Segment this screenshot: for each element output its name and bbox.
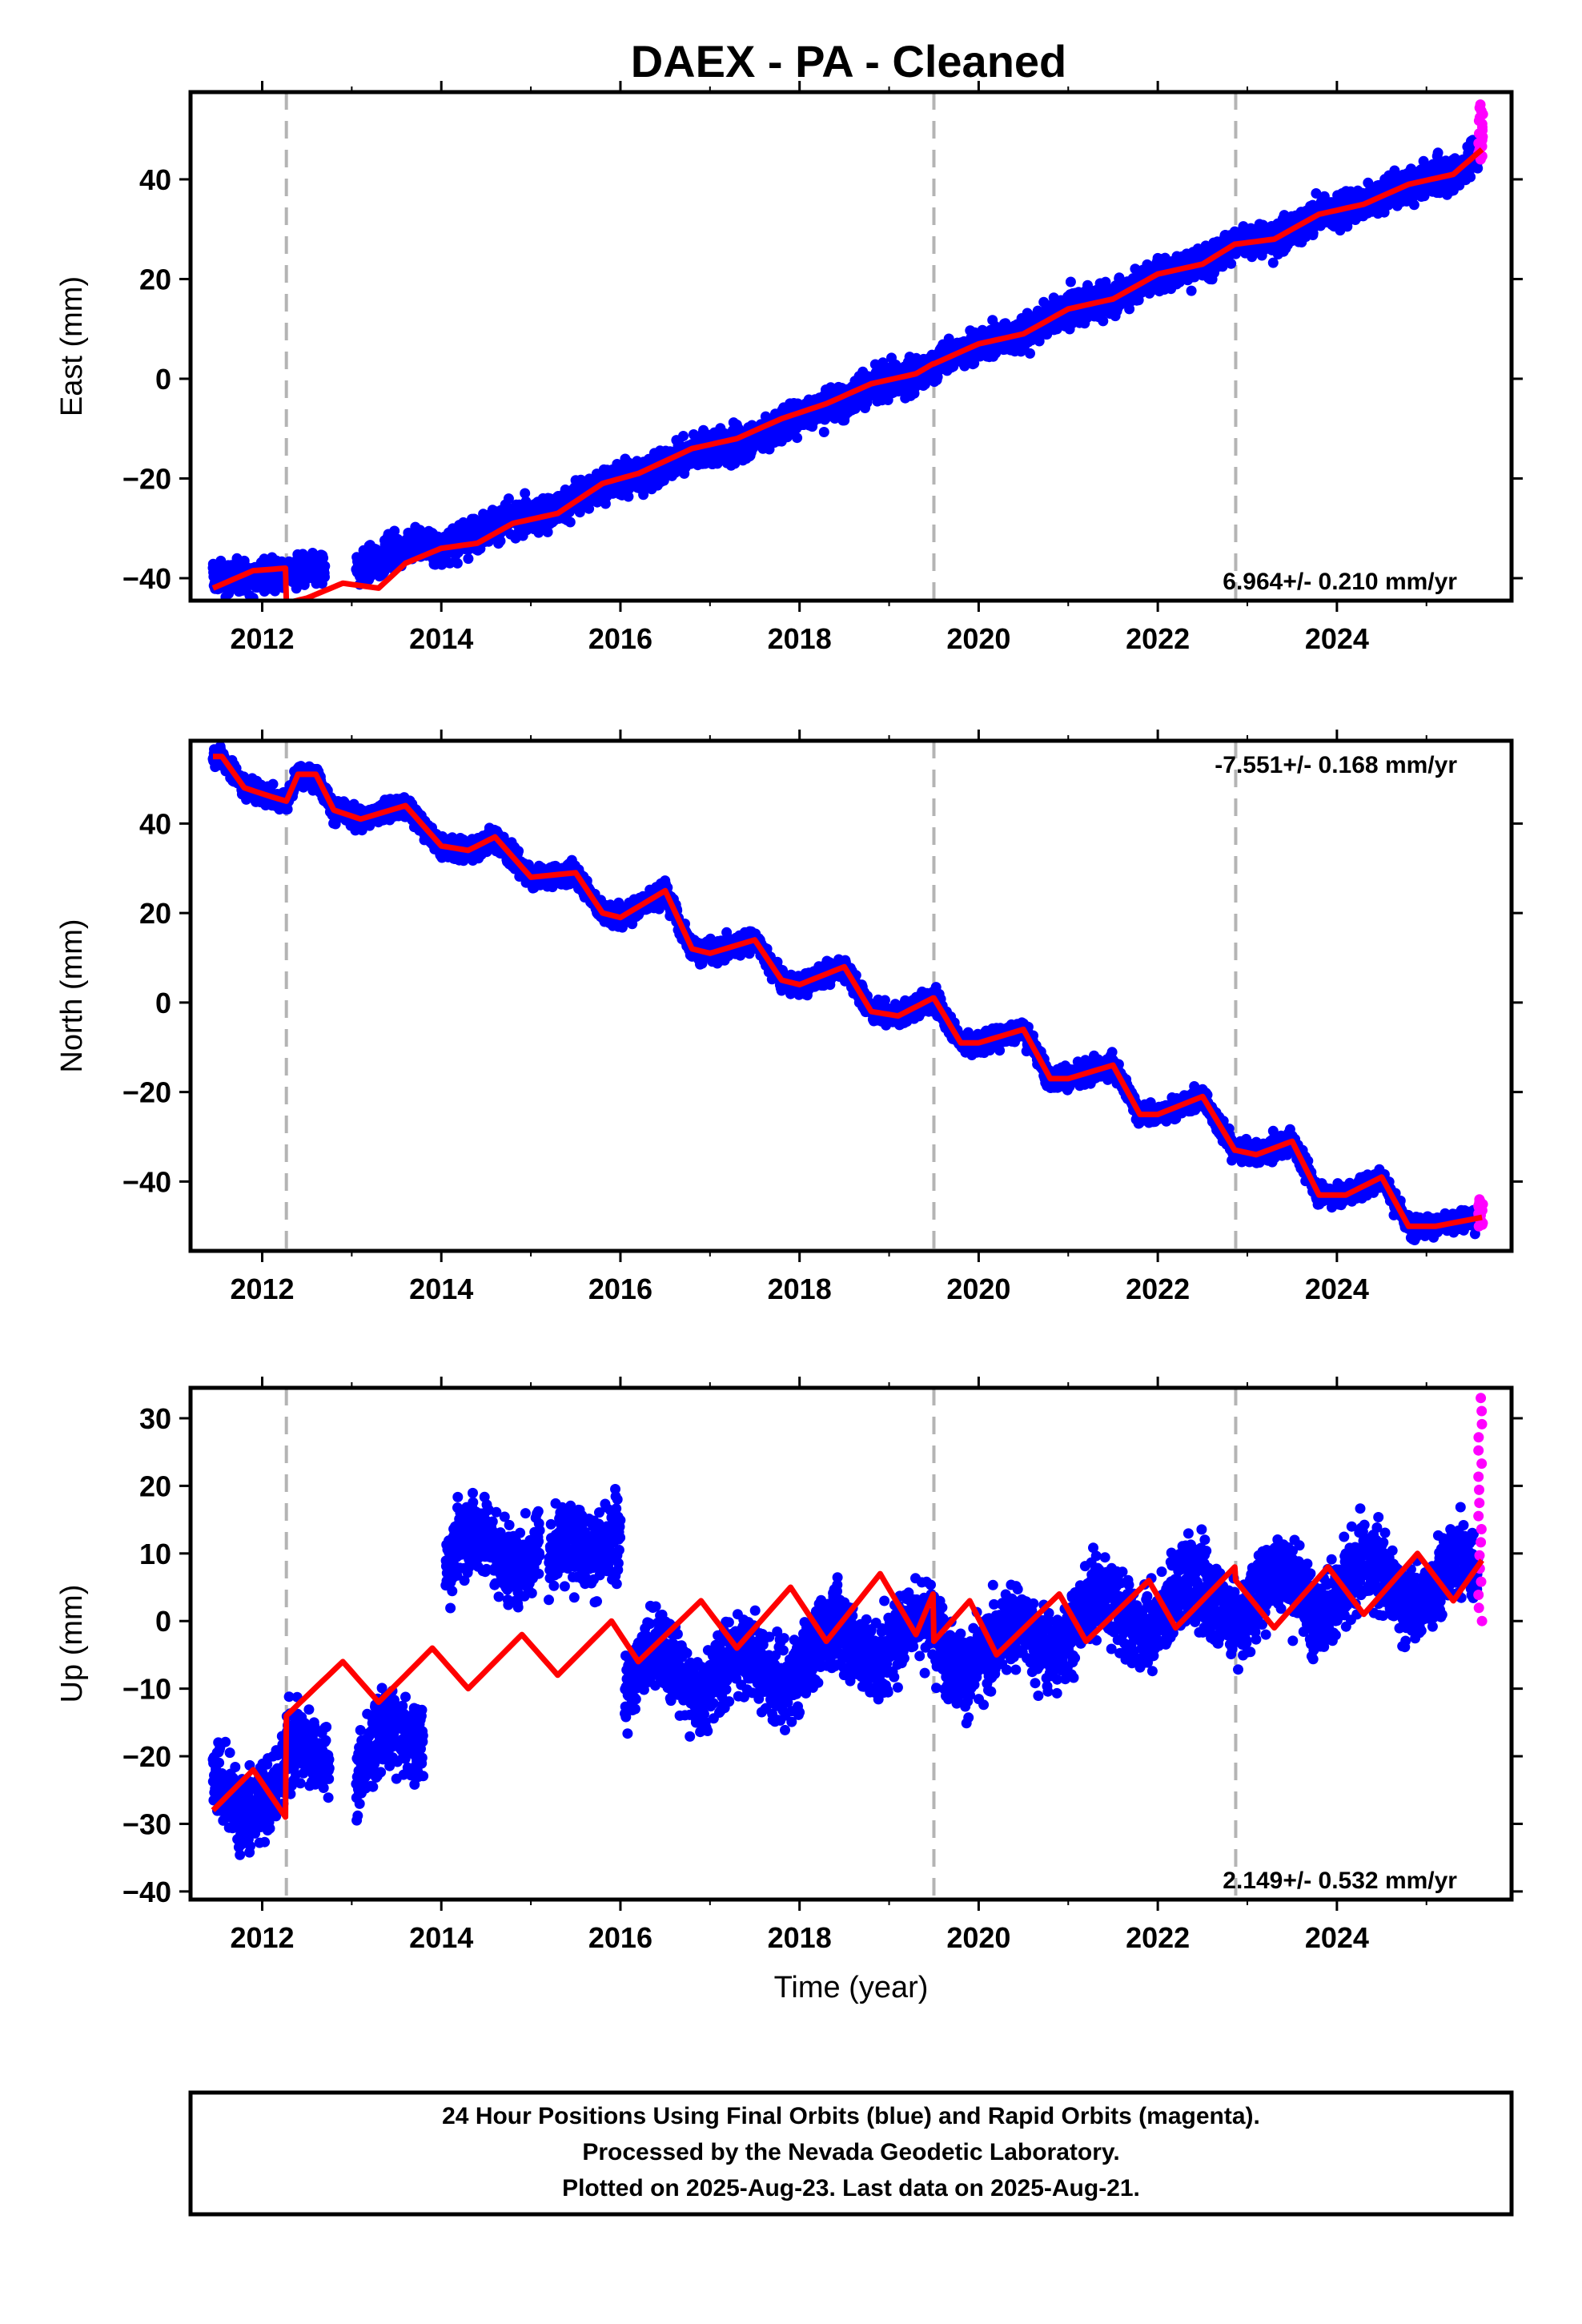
final-point <box>503 493 514 505</box>
final-point <box>1226 258 1237 269</box>
final-point <box>969 358 980 369</box>
final-point <box>877 357 889 368</box>
final-point <box>1098 316 1109 327</box>
final-point <box>1065 276 1076 287</box>
plot-area <box>207 92 1488 601</box>
final-point <box>495 536 506 546</box>
final-point <box>463 553 474 565</box>
final-point <box>1432 147 1443 159</box>
final-point <box>319 572 330 582</box>
panel-0: 2012 2014 2016 2018 2020 2022 2024−40−2002040E… <box>55 81 1523 655</box>
final-point <box>688 429 699 440</box>
final-point <box>319 561 331 572</box>
final-point <box>564 517 576 528</box>
final-point <box>452 557 463 569</box>
chart-title: DAEX - PA - Cleaned <box>631 36 1067 86</box>
final-point <box>818 427 829 437</box>
final-point <box>389 525 400 537</box>
final-point <box>943 333 954 344</box>
final-point <box>792 432 803 444</box>
final-point <box>318 553 329 564</box>
final-point <box>444 557 456 569</box>
final-point <box>574 507 585 518</box>
final-point <box>638 489 649 501</box>
final-point <box>1311 188 1322 199</box>
final-point <box>415 525 426 536</box>
final-point <box>1465 171 1476 183</box>
final-point <box>1363 177 1374 188</box>
final-point <box>1186 285 1197 296</box>
final-point <box>623 491 634 502</box>
final-point <box>1267 257 1279 268</box>
final-point <box>520 488 531 499</box>
final-point <box>542 526 553 537</box>
panels: 2012 2014 2016 2018 2020 2022 2024−40−2002040E… <box>55 81 1523 2004</box>
final-point <box>678 431 689 441</box>
final-point <box>1408 199 1419 211</box>
final-point <box>1025 348 1035 359</box>
final-orbit-points <box>207 135 1484 601</box>
